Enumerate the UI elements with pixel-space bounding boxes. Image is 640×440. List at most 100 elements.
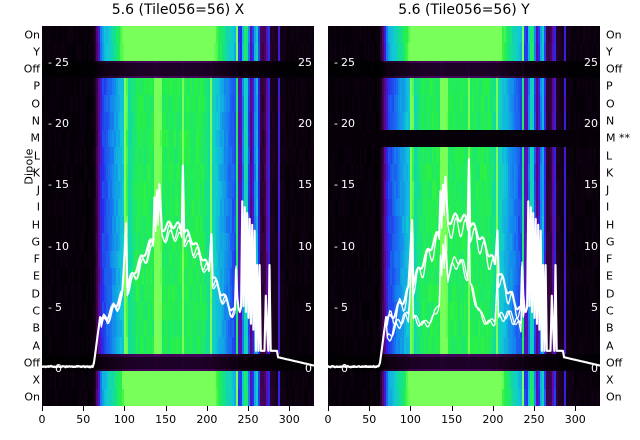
x-tick-mark [492,406,494,411]
y-tick-label: 15 [584,178,598,192]
dipole-label: I [36,200,40,214]
y-tick-label: -20 [48,117,69,131]
x-tick-mark [83,406,85,411]
heatmap-row [328,164,600,183]
dipole-label: On [606,28,622,42]
x-tick-label: 150 [441,413,463,426]
dipole-label: H [606,218,615,232]
x-tick-label: 50 [76,413,91,426]
flagged-dipole-row [328,129,600,147]
dipole-label: B [606,321,614,335]
x-tick-label: 100 [113,413,135,426]
x-tick-mark [410,406,412,411]
x-tick-mark [248,406,250,411]
x-tick-mark [451,406,453,411]
dipole-label: P [606,79,613,93]
x-tick-mark [328,406,329,411]
dipole-label: C [32,304,40,318]
y-tick-label: 25 [298,55,312,69]
heatmap-row [42,112,314,131]
dipole-label: N [31,114,40,128]
heatmap-row [42,26,314,44]
spectrum-trace [42,174,314,368]
dipole-labels-right: On Y Off P O N M ** L K J I H G F E D C B A Off X On [606,26,640,406]
y-tick-label: -20 [334,117,355,131]
dipole-label: On [24,390,40,404]
heatmap-row [42,181,314,200]
dipole-label: P [33,79,40,93]
dipole-label: O [31,97,40,111]
heatmap-row [328,77,600,96]
heatmap-row [328,181,600,200]
x-tick-label: 250 [523,413,545,426]
heatmap-image [328,26,600,406]
x-tick-mark [575,406,577,411]
dipole-label: L [606,149,613,163]
dipole-label: X [606,373,614,387]
heatmap-row [328,43,600,62]
dipole-label: E [606,269,613,283]
dipole-label: Off [23,62,40,76]
dipole-label: H [31,218,40,232]
spectrum-trace-group [328,157,600,369]
x-tick-mark [534,406,536,411]
dipole-label: On [24,28,40,42]
heatmap-row [328,198,600,217]
x-tick-label: 50 [362,413,377,426]
spectrum-trace [328,200,600,368]
dipole-label: A [606,339,614,353]
x-tick-label: 250 [237,413,259,426]
dipole-label: Off [606,356,623,370]
x-axis-right: 0 50 100 150 200 250 300 [324,406,600,440]
y-tick-label: -5 [48,300,62,314]
heatmap-row [328,26,600,44]
y-tick-label: 15 [298,178,312,192]
dipole-label: F [606,252,613,266]
heatmap-gap-row [328,356,600,370]
x-tick-label: 150 [155,413,177,426]
y-tick-label: 20 [584,117,598,131]
x-axis-left: 0 50 100 150 200 250 300 [39,406,314,440]
dipole-label: K [606,166,614,180]
y-tick-label: 0 [55,362,62,376]
x-tick-label: 0 [324,413,332,426]
y-tick-label: -15 [48,178,69,192]
heatmap-row [42,388,314,406]
heatmap-row [328,95,600,113]
y-tick-label: 10 [584,239,598,253]
heatmap-panel-y[interactable]: 0 0 -5 5 -10 10 -15 15 -20 20 -25 25 [328,26,600,406]
dipole-label: M ** [606,131,630,145]
heatmap-row [328,112,600,131]
dipole-label: C [606,304,614,318]
heatmap-row [328,388,600,406]
spectrum-trace [42,174,314,369]
y-tick-label: 25 [584,55,598,69]
x-tick-mark [369,406,371,411]
heatmap-row [42,129,314,148]
dipole-label: F [33,252,40,266]
y-tick-label: 10 [298,239,312,253]
dipole-label: J [606,183,610,197]
dipole-label: X [32,373,40,387]
x-tick-label: 100 [399,413,421,426]
y-tick-label: 20 [298,117,312,131]
heatmap-row [42,233,314,252]
y-tick-label: 5 [591,300,598,314]
dipole-label: Y [606,45,613,59]
x-tick-mark [42,406,43,411]
y-tick-label: 0 [591,362,598,376]
dipole-label: K [32,166,40,180]
dipole-label: D [606,287,615,301]
x-tick-mark [206,406,208,411]
heatmap-row [42,267,314,286]
heatmap-row [328,233,600,252]
heatmap-gap-row [42,63,314,76]
y-tick-label: -10 [334,239,355,253]
x-tick-label: 300 [278,413,300,426]
dipole-label: N [606,114,615,128]
x-tick-label: 300 [564,413,586,426]
x-tick-label: 200 [482,413,504,426]
heatmap-panel-x[interactable]: 0 0 -5 5 -10 10 -15 15 -20 20 -25 25 [42,26,314,406]
heatmap-row [42,77,314,96]
